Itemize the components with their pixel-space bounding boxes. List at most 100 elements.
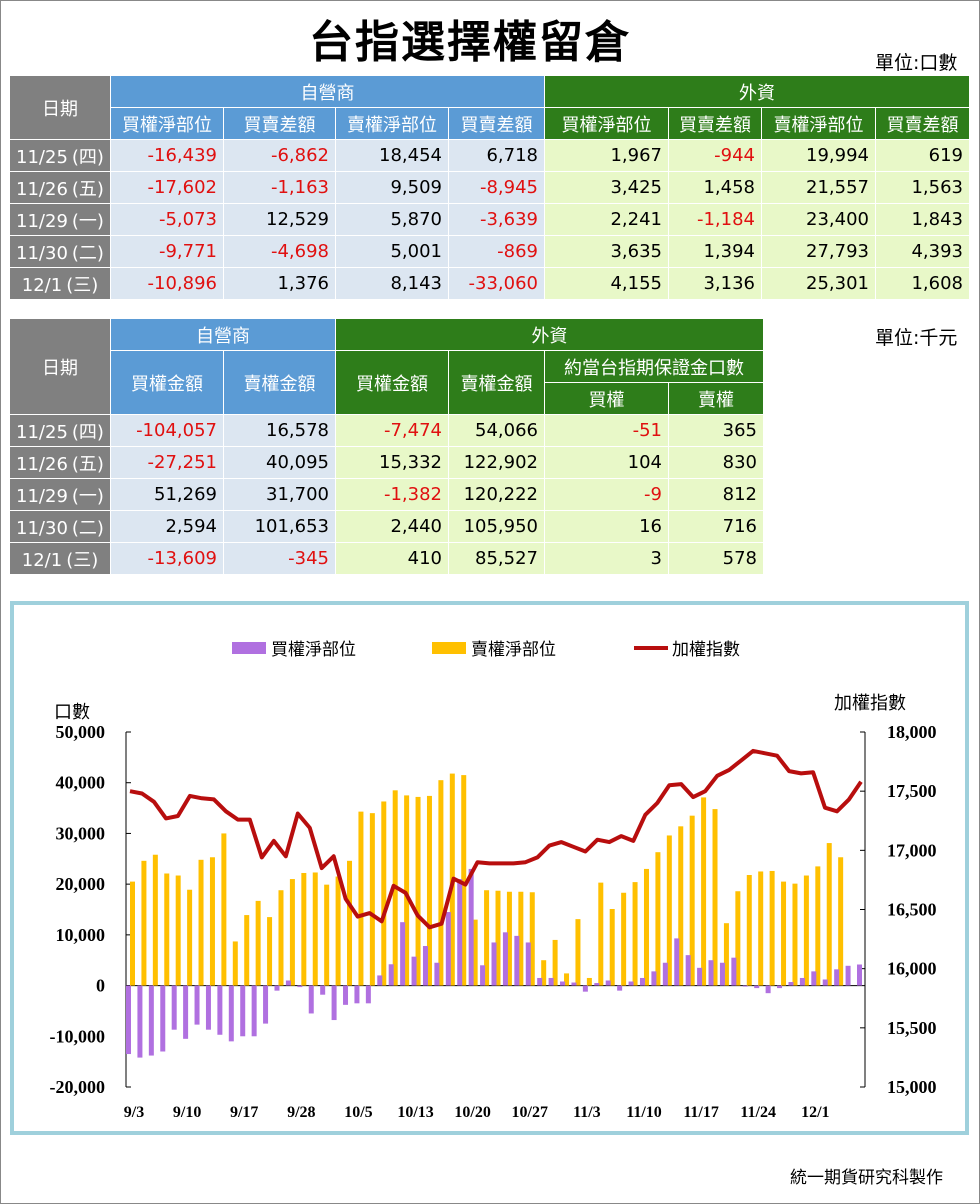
put-bar <box>130 881 135 986</box>
put-bar <box>792 883 798 986</box>
call-bar <box>388 964 394 986</box>
value-cell: 9,509 <box>335 171 449 204</box>
put-bar <box>495 890 501 986</box>
chart-panel: -20,000 -10,000 0 10,000 20,000 30,000 40,000 5… <box>10 601 969 1135</box>
put-bar <box>472 919 478 986</box>
left-tick-label: 10,000 <box>56 925 106 945</box>
legend-label-call: 買權淨部位 <box>271 640 356 660</box>
put-bar <box>564 973 570 986</box>
value-cell: -9 <box>544 478 669 511</box>
x-tick-label: 9/17 <box>230 1104 258 1121</box>
put-bar <box>815 866 821 986</box>
positions-index-chart: -20,000 -10,000 0 10,000 20,000 30,000 40,000 5… <box>50 640 937 1121</box>
put-bar <box>426 795 432 986</box>
put-bar <box>838 857 844 986</box>
value-cell: 104 <box>544 446 669 479</box>
value-cell: -1,163 <box>223 171 336 204</box>
value-cell: -869 <box>448 235 545 268</box>
weekday-value: (二) <box>71 517 104 539</box>
value-cell: 2,440 <box>335 510 449 543</box>
put-bar <box>312 872 318 986</box>
col-header: 買權金額 <box>335 350 449 415</box>
value-cell: 1,394 <box>668 235 762 268</box>
call-bar <box>639 977 645 986</box>
date-cell: 11/25 (四) <box>9 414 111 447</box>
call-bar <box>137 985 143 1058</box>
table-row: 12/1 (三) -10,896 1,376 8,143 -33,060 4,155 3,13… <box>9 267 970 300</box>
put-bar <box>826 843 832 986</box>
date-value: 11/30 <box>16 517 68 539</box>
call-bar <box>240 985 246 1037</box>
call-bar <box>285 980 291 986</box>
put-bar <box>198 859 204 986</box>
right-tick-label: 17,500 <box>887 781 937 801</box>
value-cell: 1,967 <box>544 139 669 172</box>
put-bar <box>666 835 672 986</box>
date-value: 11/26 <box>16 178 68 200</box>
put-bar <box>358 811 364 986</box>
value-cell: 578 <box>668 542 764 575</box>
left-tick-label: 40,000 <box>56 773 106 793</box>
value-cell: -33,060 <box>448 267 545 300</box>
table-row: 11/25 (四) -16,439 -6,862 18,454 6,718 1,967 -94… <box>9 139 970 172</box>
put-bar <box>244 915 250 986</box>
date-value: 11/25 <box>16 146 68 168</box>
right-tick-label: 18,000 <box>887 722 937 742</box>
value-cell: 21,557 <box>761 171 876 204</box>
call-bar <box>674 938 680 986</box>
call-bar <box>765 985 771 994</box>
value-cell: 54,066 <box>448 414 545 447</box>
call-bar <box>331 985 337 1021</box>
value-cell: -16,439 <box>110 139 224 172</box>
date-cell: 11/29 (一) <box>9 478 111 511</box>
put-bar <box>335 876 341 986</box>
x-tick-label: 9/10 <box>173 1104 201 1121</box>
value-cell: -5,073 <box>110 203 224 236</box>
x-tick-label: 12/1 <box>801 1104 829 1121</box>
call-bar <box>183 985 189 1039</box>
right-tick-label: 16,500 <box>887 900 937 920</box>
col-header: 買賣差額 <box>875 107 970 140</box>
value-cell: -10,896 <box>110 267 224 300</box>
put-bar <box>232 941 238 986</box>
call-bar <box>343 985 349 1005</box>
right-tick-label: 17,000 <box>887 840 937 860</box>
put-bar <box>746 875 752 986</box>
put-bar <box>643 868 649 986</box>
call-bar <box>628 981 634 986</box>
value-cell: -3,639 <box>448 203 545 236</box>
left-tick-label: 20,000 <box>56 874 106 894</box>
col-header: 賣權金額 <box>448 350 545 415</box>
call-bar <box>731 957 737 986</box>
margin-header: 約當台指期保證金口數 <box>544 350 764 383</box>
table-row: 11/30 (二) 2,594 101,653 2,440 105,950 16 716 <box>9 510 764 543</box>
x-tick-label: 11/3 <box>573 1104 601 1121</box>
left-tick-label: 30,000 <box>56 823 106 843</box>
value-cell: -8,945 <box>448 171 545 204</box>
col-header: 買權淨部位 <box>544 107 669 140</box>
value-cell: -1,184 <box>668 203 762 236</box>
put-bar <box>769 870 775 986</box>
positions-table: 日期 自營商 外資 買權淨部位 買賣差額 賣權淨部位 買賣差額 買權淨部位 買賣差額 賣權淨… <box>9 75 970 300</box>
call-bar <box>320 985 326 995</box>
put-bar <box>255 900 261 986</box>
call-bar <box>126 985 131 1055</box>
value-cell: 51,269 <box>110 478 224 511</box>
date-cell: 12/1 (三) <box>9 267 111 300</box>
value-cell: 3,635 <box>544 235 669 268</box>
left-tick-label: -10,000 <box>50 1026 106 1046</box>
put-bar <box>175 875 181 986</box>
put-bar <box>586 977 592 986</box>
value-cell: 16 <box>544 510 669 543</box>
put-bar <box>278 890 284 986</box>
call-bar <box>834 969 840 986</box>
value-cell: 85,527 <box>448 542 545 575</box>
date-cell: 11/30 (二) <box>9 235 111 268</box>
put-bar <box>598 882 604 986</box>
weekday-value: (五) <box>71 178 104 200</box>
value-cell: -51 <box>544 414 669 447</box>
put-bar <box>461 775 467 986</box>
put-bar <box>541 960 547 986</box>
call-bar <box>742 985 748 987</box>
legend-swatch-call <box>232 642 266 654</box>
